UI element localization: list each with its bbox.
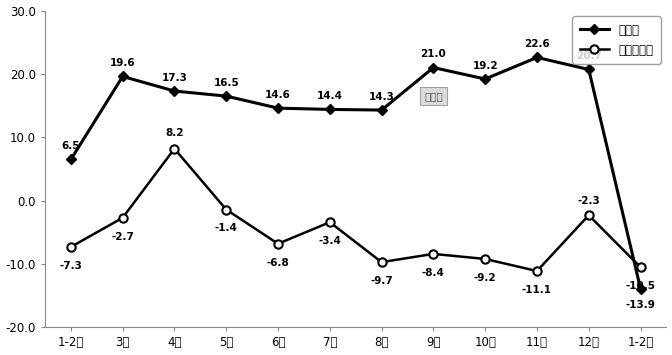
- Text: 图表区: 图表区: [424, 91, 443, 101]
- Text: -13.9: -13.9: [626, 300, 655, 310]
- Text: -2.3: -2.3: [577, 196, 600, 206]
- Text: 14.6: 14.6: [265, 90, 291, 100]
- Text: -8.4: -8.4: [422, 268, 445, 278]
- Text: 16.5: 16.5: [213, 78, 239, 88]
- Text: 22.6: 22.6: [524, 39, 550, 49]
- Text: -11.1: -11.1: [522, 285, 552, 295]
- Text: -3.4: -3.4: [319, 236, 341, 246]
- Text: 8.2: 8.2: [165, 127, 183, 138]
- Text: 14.4: 14.4: [317, 91, 343, 101]
- Text: 17.3: 17.3: [161, 73, 187, 83]
- Text: -10.5: -10.5: [626, 281, 656, 291]
- Text: 6.5: 6.5: [62, 141, 80, 151]
- Text: 14.3: 14.3: [369, 92, 394, 102]
- Text: -7.3: -7.3: [59, 261, 82, 271]
- Text: 21.0: 21.0: [421, 49, 446, 59]
- Text: 20.7: 20.7: [576, 51, 601, 61]
- Text: 19.2: 19.2: [472, 61, 498, 71]
- Text: -9.2: -9.2: [474, 273, 497, 283]
- Legend: 增加值, 出口交货值: 增加值, 出口交货值: [573, 16, 661, 64]
- Text: -2.7: -2.7: [111, 232, 134, 242]
- Text: -9.7: -9.7: [370, 276, 393, 286]
- Text: -1.4: -1.4: [215, 223, 238, 234]
- Text: -6.8: -6.8: [267, 258, 290, 268]
- Text: 19.6: 19.6: [110, 58, 136, 68]
